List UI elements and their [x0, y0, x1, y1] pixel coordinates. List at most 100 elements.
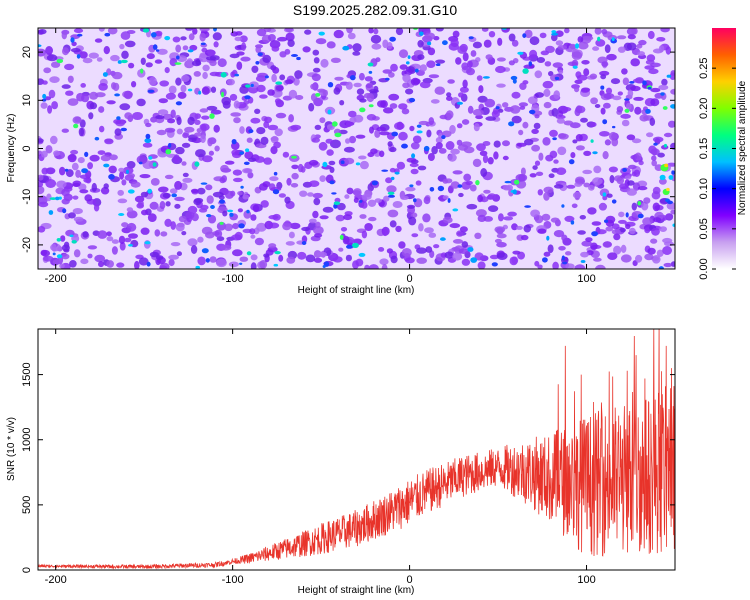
heatmap-cell [285, 79, 294, 85]
heatmap-cell [59, 263, 65, 269]
heatmap-cell [475, 115, 483, 120]
heatmap-cell [170, 242, 181, 247]
heatmap-cell [130, 181, 141, 188]
heatmap-x-axis-label: Height of straight line (km) [298, 285, 415, 296]
heatmap-cell [128, 62, 135, 69]
heatmap-cell [343, 157, 355, 165]
heatmap-cell [378, 247, 385, 252]
heatmap-cell [167, 118, 176, 124]
heatmap-cell [381, 169, 389, 172]
heatmap-cell [175, 77, 182, 86]
heatmap-cell [119, 43, 125, 50]
heatmap-y-ticks: -20 -10 0 10 20 [21, 46, 675, 253]
heatmap-cell [359, 98, 367, 103]
heatmap-cell [42, 80, 48, 85]
heatmap-cell [70, 149, 79, 155]
heatmap-cell [64, 63, 75, 71]
heatmap-cell [409, 162, 419, 168]
heatmap-cell [284, 48, 291, 55]
heatmap-cell [209, 256, 217, 263]
heatmap-cell [355, 134, 366, 139]
heatmap-cell [155, 255, 164, 260]
heatmap-cell [138, 257, 149, 266]
heatmap-cell [446, 92, 452, 97]
heatmap-cell [449, 223, 461, 229]
heatmap-cell [518, 102, 529, 107]
heatmap-cell [199, 32, 206, 42]
heatmap-cell [246, 251, 252, 256]
heatmap-cell [38, 195, 48, 205]
heatmap-cell [474, 232, 482, 239]
heatmap-cell [126, 210, 138, 219]
heatmap-cell [219, 221, 224, 225]
heatmap-cell [289, 222, 301, 230]
heatmap-cell [461, 241, 469, 248]
heatmap-cell [483, 189, 491, 194]
heatmap-cell [242, 194, 249, 200]
heatmap-cell [570, 152, 576, 159]
heatmap-cell [558, 133, 569, 140]
heatmap-cell [237, 208, 243, 213]
heatmap-cell [390, 255, 398, 264]
heatmap-cell [315, 221, 321, 229]
heatmap-cell [272, 189, 280, 195]
heatmap-cell [219, 199, 225, 204]
heatmap-cell [217, 58, 227, 68]
heatmap-cell [40, 249, 51, 257]
heatmap-cell [618, 219, 627, 224]
heatmap-cell [352, 51, 361, 56]
heatmap-cell [445, 141, 455, 150]
heatmap-cell [157, 48, 168, 55]
heatmap-cell [466, 67, 475, 76]
heatmap-cell [176, 251, 182, 257]
heatmap-cell [118, 213, 125, 216]
heatmap-cell [422, 213, 431, 223]
heatmap-cell [256, 127, 266, 135]
heatmap-cell [572, 191, 582, 199]
heatmap-cell [149, 251, 159, 258]
heatmap-cell [670, 209, 675, 215]
heatmap-cell [522, 121, 529, 129]
heatmap-cell [631, 202, 637, 211]
heatmap-cell [613, 245, 622, 255]
heatmap-cell [156, 129, 167, 136]
heatmap-cell [294, 70, 303, 79]
heatmap-cell [199, 108, 209, 113]
heatmap-cell [571, 59, 579, 68]
heatmap-cell [543, 88, 551, 97]
heatmap-cell [370, 34, 382, 44]
heatmap-cell [313, 226, 324, 235]
snr-x-ticks: -200 -100 0 100 [45, 329, 596, 586]
heatmap-cell [175, 44, 182, 53]
heatmap-cell [463, 173, 472, 182]
heatmap-cell [593, 257, 602, 262]
heatmap-cell [426, 129, 432, 138]
heatmap-cell [467, 60, 473, 68]
heatmap-cell [540, 50, 549, 56]
heatmap-cell [452, 30, 460, 38]
heatmap-cell [201, 115, 210, 120]
heatmap-cell [438, 148, 447, 154]
heatmap-cell [447, 153, 457, 162]
heatmap-cell [646, 132, 654, 138]
heatmap-cell [441, 135, 446, 140]
heatmap-cell [275, 81, 283, 85]
heatmap-cell [200, 42, 206, 46]
heatmap-cell [547, 244, 554, 253]
heatmap-cell [53, 150, 61, 156]
heatmap-cell [326, 149, 334, 156]
heatmap-cell [147, 213, 157, 223]
heatmap-cell [458, 248, 469, 254]
heatmap-cell [368, 70, 373, 74]
heatmap-cell [551, 108, 559, 117]
heatmap-cell [564, 215, 575, 222]
heatmap-cell [663, 143, 668, 148]
heatmap-cell [45, 167, 56, 175]
heatmap-cell [222, 210, 228, 217]
heatmap-cell [174, 203, 181, 209]
heatmap-cell [138, 200, 144, 208]
heatmap-cell [148, 76, 157, 86]
heatmap-cell [583, 68, 590, 77]
heatmap-cell [213, 124, 220, 133]
heatmap-cell [38, 138, 44, 143]
